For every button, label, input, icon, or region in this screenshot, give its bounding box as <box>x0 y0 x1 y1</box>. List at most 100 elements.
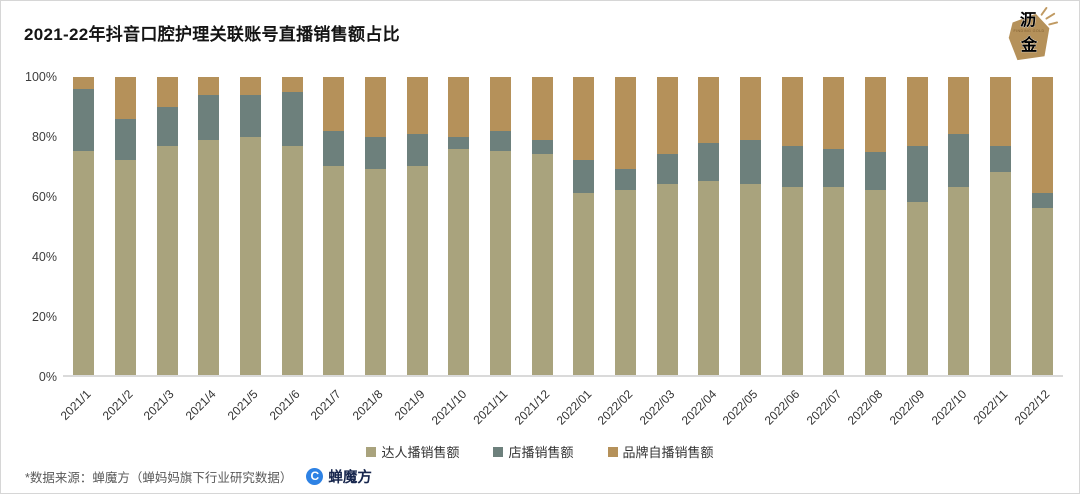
bar-segment-店播销售额 <box>531 139 553 155</box>
stacked-bar <box>73 77 95 375</box>
bar-column <box>896 77 938 375</box>
x-axis-cell: 2021/5 <box>225 382 272 432</box>
legend-swatch <box>366 446 377 457</box>
bar-segment-达人播销售额 <box>323 166 345 375</box>
bar-segment-达人播销售额 <box>740 184 762 375</box>
bar-segment-店播销售额 <box>406 133 428 167</box>
sparkle-icon <box>1040 7 1048 16</box>
legend-item: 品牌自播销售额 <box>607 442 714 461</box>
x-axis-label: 2021/1 <box>57 387 94 423</box>
bar-column <box>63 77 105 375</box>
stacked-bar <box>698 77 720 375</box>
sparkle-icon <box>1048 21 1059 26</box>
bars-container <box>63 77 1063 375</box>
stacked-bar <box>365 77 387 375</box>
x-axis-label: 2021/5 <box>224 387 261 423</box>
lijin-char-bottom: 金 <box>1020 36 1038 55</box>
x-axis-cell: 2022/12 <box>1012 382 1063 432</box>
bar-segment-达人播销售额 <box>531 154 553 375</box>
stacked-bar <box>615 77 637 375</box>
x-axis-cell: 2022/05 <box>720 382 772 432</box>
stacked-bar <box>448 77 470 375</box>
y-axis-tick: 0% <box>38 370 57 384</box>
bar-segment-店播销售额 <box>448 136 470 149</box>
x-axis-cell: 2021/3 <box>141 382 188 432</box>
bar-column <box>938 77 980 375</box>
bar-segment-品牌自播销售额 <box>323 77 345 131</box>
x-axis-cell: 2022/02 <box>595 382 647 432</box>
x-axis-cell: 2022/08 <box>845 382 897 432</box>
bar-column <box>230 77 272 375</box>
bar-segment-店播销售额 <box>823 148 845 188</box>
bar-segment-达人播销售额 <box>865 190 887 375</box>
bar-segment-品牌自播销售额 <box>240 77 262 95</box>
stacked-bar <box>781 77 803 375</box>
bar-segment-店播销售额 <box>156 106 178 146</box>
x-axis-cell: 2021/8 <box>350 382 397 432</box>
y-axis-tick: 100% <box>25 70 57 84</box>
bar-column <box>771 77 813 375</box>
bar-segment-品牌自播销售额 <box>573 77 595 161</box>
x-axis-cell: 2022/06 <box>762 382 813 432</box>
bar-segment-品牌自播销售额 <box>281 77 303 92</box>
y-axis-tick: 20% <box>31 310 57 324</box>
stacked-bar <box>406 77 428 375</box>
stacked-bar <box>198 77 220 375</box>
chanmofang-logo: C 蝉魔方 <box>306 466 372 487</box>
bar-segment-店播销售额 <box>906 145 928 203</box>
bar-segment-达人播销售额 <box>656 184 678 375</box>
bar-segment-店播销售额 <box>740 139 762 185</box>
x-axis-label: 2021/6 <box>266 387 303 423</box>
x-axis-cell: 2022/01 <box>553 382 605 432</box>
bar-segment-品牌自播销售额 <box>73 77 95 89</box>
gold-nugget-shape <box>1008 13 1050 61</box>
stacked-bar <box>990 77 1012 375</box>
bar-segment-达人播销售额 <box>73 151 95 375</box>
x-axis-cell: 2021/12 <box>512 382 563 432</box>
legend-item: 店播销售额 <box>493 442 574 461</box>
bar-segment-店播销售额 <box>573 160 595 194</box>
bar-column <box>605 77 647 375</box>
y-axis-tick: 40% <box>31 250 57 264</box>
stacked-bar <box>656 77 678 375</box>
x-axis-cell: 2021/1 <box>58 382 105 432</box>
bar-segment-品牌自播销售额 <box>490 77 512 131</box>
legend-item: 达人播销售额 <box>366 442 459 461</box>
bar-segment-达人播销售额 <box>990 172 1012 375</box>
y-axis: 0% 20% 40% 60% 80% 100% <box>1 70 57 384</box>
stacked-bar <box>156 77 178 375</box>
bar-column <box>521 77 563 375</box>
bar-segment-店播销售额 <box>990 145 1012 173</box>
stacked-bar <box>865 77 887 375</box>
bar-segment-达人播销售额 <box>906 202 928 375</box>
stacked-bar <box>531 77 553 375</box>
bar-segment-达人播销售额 <box>490 151 512 375</box>
bar-segment-品牌自播销售额 <box>448 77 470 137</box>
y-axis-tick: 80% <box>31 130 57 144</box>
x-axis-cell: 2022/09 <box>887 382 938 432</box>
bar-segment-品牌自播销售额 <box>781 77 803 146</box>
lijin-subtext: FINDING GOLD <box>1014 29 1045 33</box>
data-source-note: *数据来源：蝉魔方（蝉妈妈旗下行业研究数据） <box>25 470 293 485</box>
bar-segment-达人播销售额 <box>948 187 970 375</box>
x-axis-cell: 2022/07 <box>803 382 855 432</box>
stacked-bar <box>281 77 303 375</box>
bar-segment-店播销售额 <box>323 130 345 167</box>
bar-segment-店播销售额 <box>698 142 720 182</box>
bar-segment-达人播销售额 <box>781 187 803 375</box>
stacked-bar <box>740 77 762 375</box>
bar-segment-店播销售额 <box>365 136 387 170</box>
bar-segment-达人播销售额 <box>156 145 178 375</box>
lijin-logo: 沥 FINDING GOLD 金 <box>1008 7 1059 61</box>
x-axis-cell: 2021/9 <box>391 382 438 432</box>
bar-segment-品牌自播销售额 <box>1031 77 1053 194</box>
bar-segment-达人播销售额 <box>573 193 595 375</box>
bar-segment-店播销售额 <box>240 94 262 137</box>
bar-segment-达人播销售额 <box>615 190 637 375</box>
x-axis-cell: 2022/03 <box>637 382 688 432</box>
chart-title: 2021-22年抖音口腔护理关联账号直播销售额占比 <box>24 25 400 44</box>
legend: 达人播销售额 店播销售额 品牌自播销售额 <box>1 442 1079 461</box>
bar-column <box>396 77 438 375</box>
bar-segment-店播销售额 <box>1031 193 1053 209</box>
